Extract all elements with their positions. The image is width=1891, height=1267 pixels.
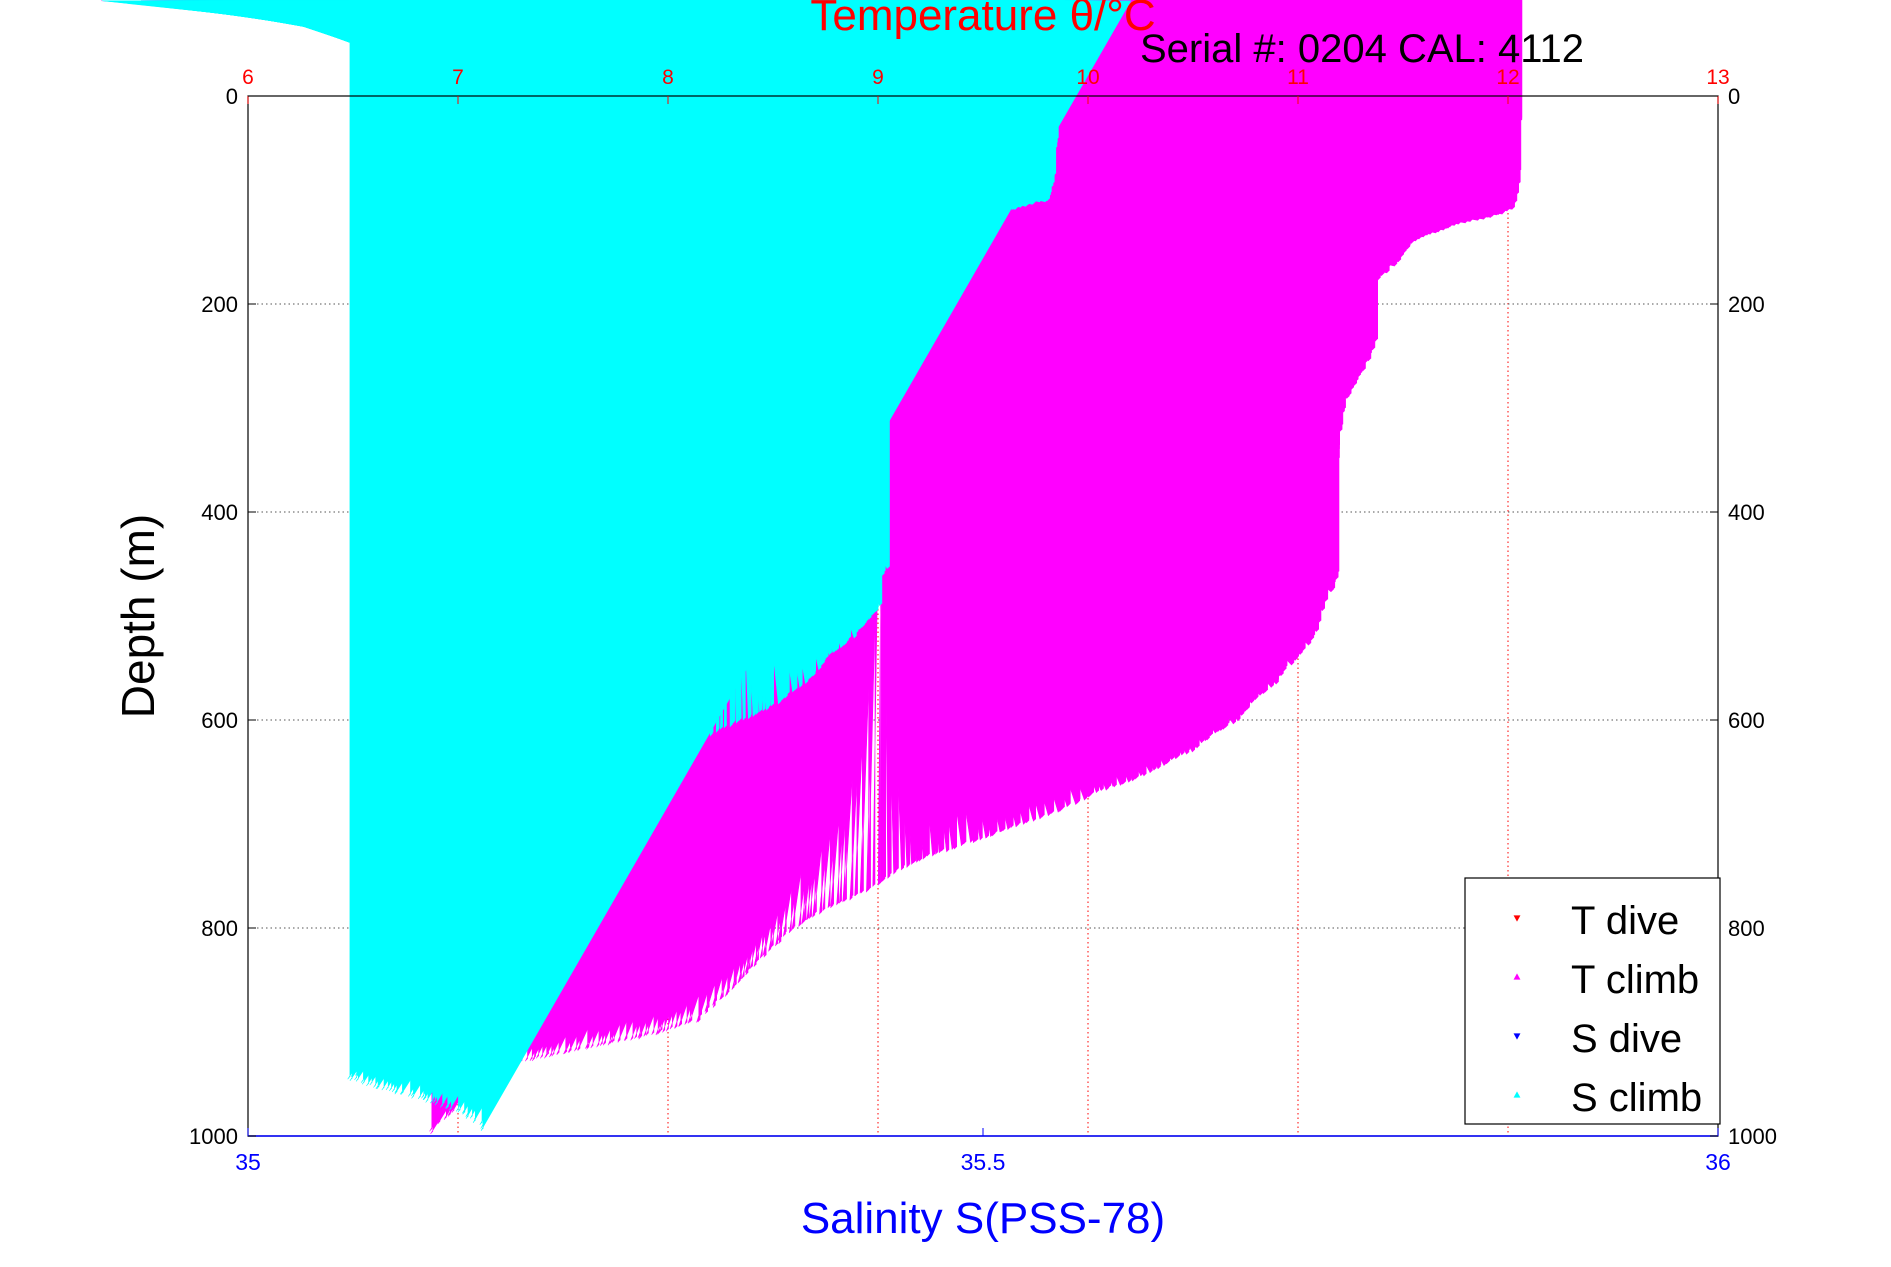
- legend-marker: [1513, 1033, 1521, 1040]
- x-bottom-tick-label: 35: [235, 1149, 261, 1175]
- series-s-climb: [101, 0, 1132, 1131]
- y-right-tick-label: 800: [1728, 916, 1765, 941]
- y-left-tick-label: 200: [201, 292, 238, 317]
- y-left-tick-label: 600: [201, 708, 238, 733]
- legend-marker: [1513, 1091, 1521, 1098]
- x-top-tick-label: 12: [1496, 66, 1519, 89]
- chart-title: Temperature θ/°C: [810, 0, 1155, 40]
- y-axis-label: Depth (m): [112, 514, 164, 718]
- legend-label: T climb: [1571, 958, 1699, 1002]
- y-right-tick-label: 400: [1728, 500, 1765, 525]
- x-top-tick-label: 6: [242, 66, 254, 89]
- legend: T dive T climb S dive S climb: [1464, 877, 1721, 1125]
- x-top-tick-label: 11: [1287, 66, 1309, 89]
- legend-label: S climb: [1571, 1076, 1702, 1120]
- y-left-tick-label: 400: [201, 500, 238, 525]
- y-right-tick-label: 0: [1728, 84, 1740, 109]
- chart-subtitle: Serial #: 0204 CAL: 4112: [1140, 27, 1584, 71]
- x-top-tick-label: 9: [872, 66, 884, 89]
- y-right-tick-label: 600: [1728, 708, 1765, 733]
- legend-items: T dive T climb S dive S climb: [1513, 899, 1702, 1120]
- data-point: [480, 0, 1132, 1131]
- x-top-tick-label: 8: [662, 66, 674, 89]
- legend-label: T dive: [1571, 899, 1679, 943]
- legend-label: S dive: [1571, 1017, 1682, 1061]
- x-top-tick-label: 7: [452, 66, 464, 89]
- legend-marker: [1513, 973, 1521, 980]
- y-left-tick-label: 0: [226, 84, 238, 109]
- y-right-tick-label: 1000: [1728, 1124, 1777, 1149]
- y-right-tick-label: 200: [1728, 292, 1765, 317]
- x-top-tick-label: 13: [1706, 66, 1729, 89]
- x-axis-label: Salinity S(PSS-78): [801, 1194, 1165, 1243]
- series-layer: [101, 0, 1523, 1135]
- x-bottom-tick-label: 36: [1705, 1149, 1731, 1175]
- x-top-tick-label: 10: [1076, 66, 1099, 89]
- y-left-tick-label: 1000: [189, 1124, 238, 1149]
- legend-box: [1464, 877, 1721, 1125]
- legend-marker: [1513, 915, 1521, 922]
- x-bottom-tick-label: 35.5: [961, 1149, 1006, 1175]
- y-left-tick-label: 800: [201, 916, 238, 941]
